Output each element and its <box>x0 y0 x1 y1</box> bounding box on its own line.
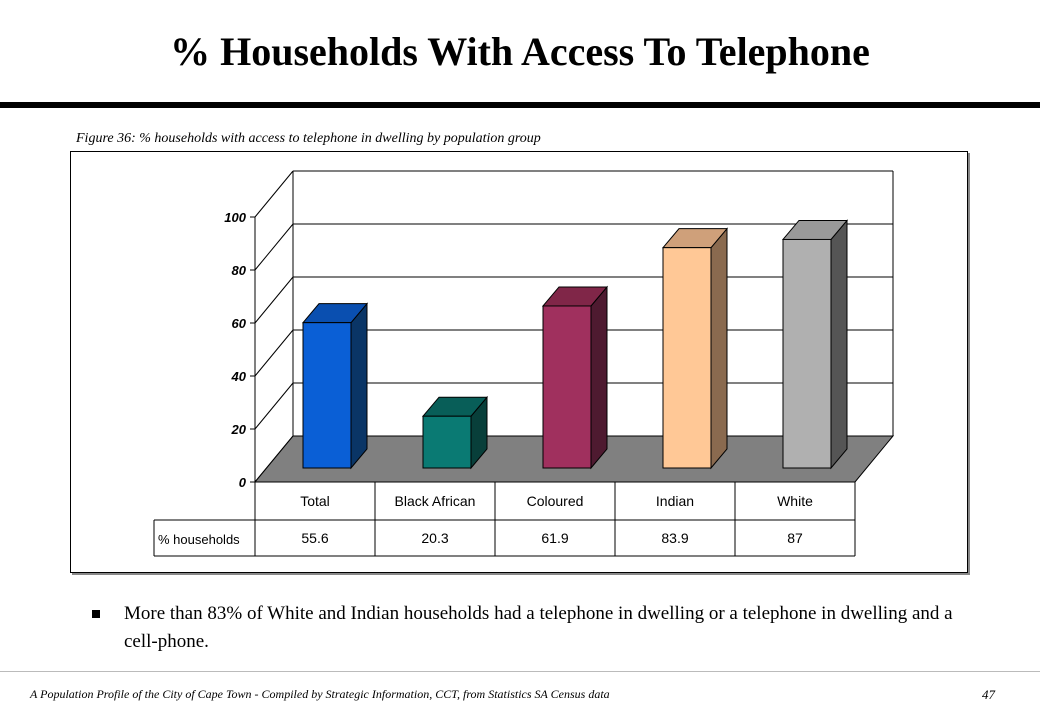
y-tick-label: 0 <box>239 475 247 490</box>
gridline-side <box>254 329 294 377</box>
footer-rule <box>0 671 1040 672</box>
bar-side <box>350 302 368 470</box>
data-value-label: 83.9 <box>661 530 688 546</box>
bar-side <box>590 285 608 470</box>
gridline-side <box>254 382 294 430</box>
bar <box>782 238 832 469</box>
figure-caption: Figure 36: % households with access to t… <box>76 131 541 146</box>
category-label: White <box>777 493 813 509</box>
bullet-square-icon <box>92 610 100 618</box>
y-tick-label: 100 <box>224 210 246 225</box>
data-value-label: 61.9 <box>541 530 568 546</box>
category-label: Black African <box>395 493 476 509</box>
data-value-label: 20.3 <box>421 530 448 546</box>
y-tick-label: 40 <box>231 369 247 384</box>
data-value-label: 55.6 <box>301 530 328 546</box>
category-label: Indian <box>656 493 694 509</box>
bar-chart: 0 20 40 60 80 100 % households Total 55.6 Black A… <box>153 170 895 557</box>
category-label: Coloured <box>527 493 584 509</box>
gridline-side <box>254 276 294 324</box>
data-value-label: 87 <box>787 530 803 546</box>
title-rule <box>0 102 1040 108</box>
bar-side <box>830 219 848 470</box>
page-number: 47 <box>982 687 995 702</box>
category-label: Total <box>300 493 330 509</box>
bar-side <box>710 227 728 470</box>
bar <box>662 247 712 469</box>
footer-credit: A Population Profile of the City of Cape… <box>30 687 610 701</box>
slide-title: % Households With Access To Telephone <box>170 29 870 74</box>
bar <box>302 322 352 469</box>
y-tick-label: 60 <box>232 316 247 331</box>
gridline-side <box>254 223 294 271</box>
bar <box>422 415 472 469</box>
series-label: % households <box>158 532 240 547</box>
y-tick-label: 80 <box>232 263 247 278</box>
y-tick-label: 20 <box>231 422 247 437</box>
gridline-side <box>254 170 294 218</box>
bullet-text: More than 83% of White and Indian househ… <box>124 603 953 652</box>
bar <box>542 305 592 469</box>
